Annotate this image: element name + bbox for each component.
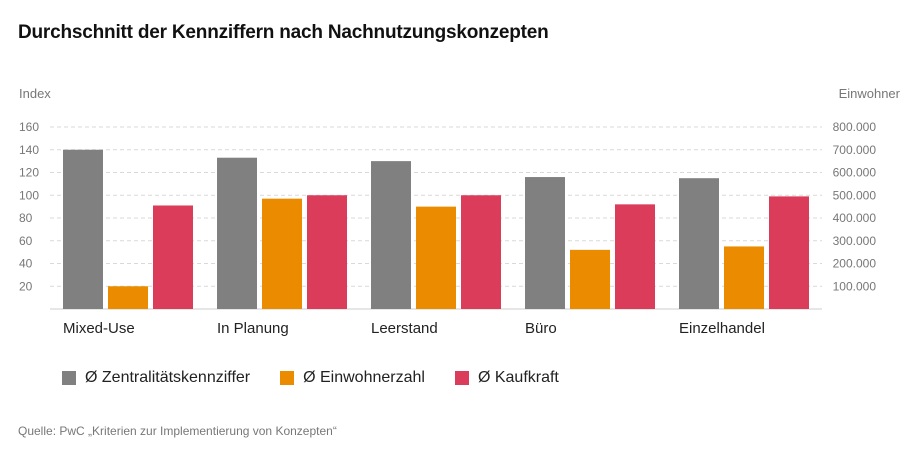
y-tick-label-right: 200.000 <box>833 257 877 271</box>
bar-einzelhandel-s2 <box>769 196 809 309</box>
y-tick-label-left: 60 <box>19 234 33 248</box>
bar-b-ro-s0 <box>525 177 565 309</box>
y-tick-label-left: 40 <box>19 257 33 271</box>
source-note: Quelle: PwC „Kriterien zur Implementieru… <box>18 424 337 438</box>
y-tick-label-left: 120 <box>19 166 39 180</box>
y-tick-label-right: 600.000 <box>833 166 877 180</box>
bar-leerstand-s2 <box>461 195 501 309</box>
bar-in-planung-s1 <box>262 198 302 309</box>
bar-in-planung-s2 <box>307 195 347 309</box>
legend-label-zentralitaet: Ø Zentralitätskennziffer <box>85 369 251 386</box>
legend-item-kaufkraft: Ø Kaufkraft <box>454 369 559 387</box>
bar-mixed-use-s2 <box>153 205 193 309</box>
y-tick-label-right: 300.000 <box>833 234 877 248</box>
bar-einzelhandel-s1 <box>724 246 764 309</box>
legend: Ø Zentralitätskennziffer Ø Einwohnerzahl… <box>62 369 589 387</box>
x-tick-label: Einzelhandel <box>679 320 765 337</box>
y-tick-label-left: 140 <box>19 143 39 157</box>
y-tick-label-left: 100 <box>19 188 39 202</box>
y-tick-label-left: 80 <box>19 211 33 225</box>
legend-label-einwohnerzahl: Ø Einwohnerzahl <box>303 369 425 386</box>
bar-b-ro-s1 <box>570 249 610 309</box>
legend-swatch-einwohnerzahl <box>280 371 295 385</box>
bar-mixed-use-s1 <box>108 286 148 309</box>
y-tick-label-right: 800.000 <box>833 120 877 134</box>
bar-mixed-use-s0 <box>63 149 103 309</box>
x-tick-label: Büro <box>525 320 557 337</box>
legend-swatch-zentralitaet <box>62 371 76 385</box>
legend-item-zentralitaet: Ø Zentralitätskennziffer <box>62 369 250 387</box>
legend-item-einwohnerzahl: Ø Einwohnerzahl <box>280 369 425 387</box>
y-tick-label-right: 100.000 <box>833 279 877 293</box>
x-tick-label: Leerstand <box>371 320 438 337</box>
chart-title: Durchschnitt der Kennziffern nach Nachnu… <box>18 22 549 43</box>
y-tick-label-right: 500.000 <box>833 188 877 202</box>
y-axis-label-right: Einwohner <box>839 86 901 101</box>
y-tick-label-right: 400.000 <box>833 211 877 225</box>
x-tick-label: Mixed-Use <box>63 320 135 337</box>
x-tick-label: In Planung <box>217 320 289 337</box>
y-tick-label-left: 160 <box>19 120 39 134</box>
bar-leerstand-s0 <box>371 161 411 309</box>
y-tick-label-left: 20 <box>19 279 33 293</box>
bar-leerstand-s1 <box>416 206 456 309</box>
bar-einzelhandel-s0 <box>679 178 719 309</box>
chart: Index Einwohner 20 100.000 40 200.000 60 300.00… <box>19 86 901 337</box>
y-axis-label-left: Index <box>19 86 51 101</box>
bar-b-ro-s2 <box>615 204 655 309</box>
bar-in-planung-s0 <box>217 157 257 309</box>
y-tick-label-right: 700.000 <box>833 143 877 157</box>
legend-swatch-kaufkraft <box>454 371 469 385</box>
legend-label-kaufkraft: Ø Kaufkraft <box>477 369 559 386</box>
